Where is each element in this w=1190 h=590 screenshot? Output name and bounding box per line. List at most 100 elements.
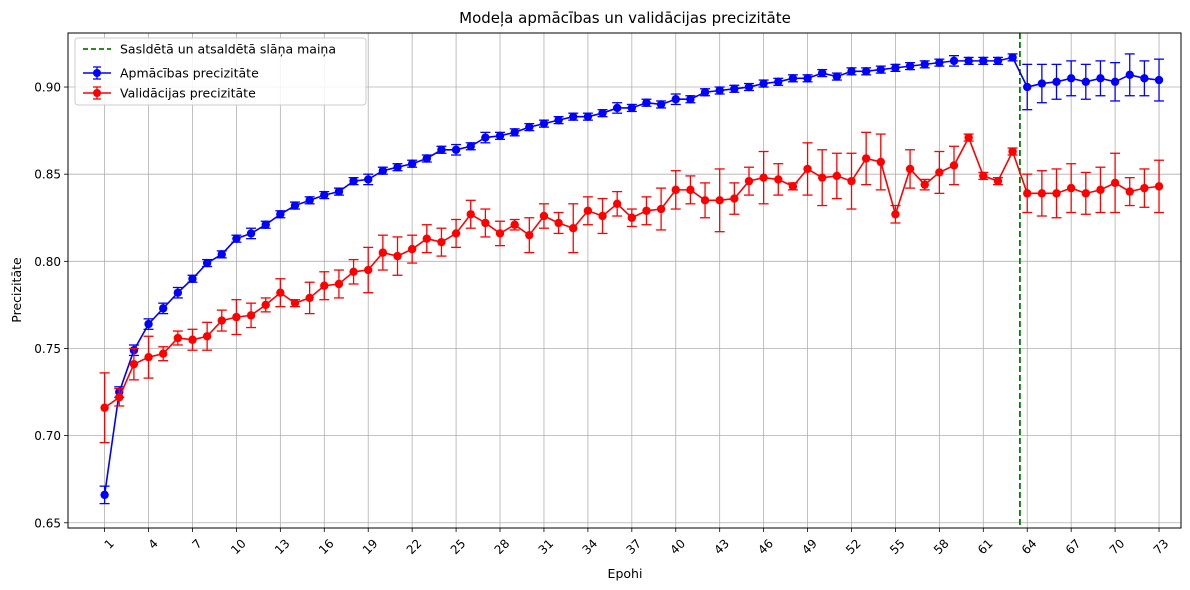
x-tick-label: 49 — [799, 536, 820, 557]
x-tick-label: 7 — [190, 536, 205, 551]
data-point — [1125, 187, 1134, 196]
data-point — [744, 176, 754, 186]
x-tick-label: 37 — [623, 536, 644, 557]
data-point — [920, 180, 929, 189]
y-tick-label: 0.70 — [34, 429, 61, 443]
data-point — [158, 349, 168, 358]
x-tick-label: 25 — [448, 536, 469, 557]
x-tick-label: 67 — [1063, 536, 1084, 557]
data-point — [202, 332, 212, 341]
data-point — [525, 230, 534, 240]
data-point — [202, 258, 212, 268]
data-point — [290, 201, 300, 210]
data-point — [276, 288, 285, 297]
data-point — [451, 145, 461, 154]
data-point — [686, 185, 695, 195]
data-point — [847, 67, 856, 76]
data-point — [1008, 53, 1017, 62]
data-point — [1140, 183, 1149, 193]
data-point — [1110, 178, 1120, 188]
data-point — [583, 112, 593, 121]
data-point — [1052, 189, 1061, 198]
data-point — [554, 218, 563, 228]
data-point — [173, 288, 183, 297]
data-point — [481, 133, 490, 142]
data-point — [700, 88, 710, 97]
data-point — [730, 84, 739, 93]
data-point — [964, 133, 973, 142]
data-point — [700, 196, 710, 205]
data-point — [1008, 147, 1017, 156]
data-point — [364, 175, 373, 184]
data-point — [539, 211, 549, 221]
x-tick-label: 70 — [1107, 536, 1128, 557]
data-point — [861, 67, 871, 76]
data-point — [422, 234, 431, 243]
data-point — [510, 220, 519, 229]
data-point — [598, 108, 607, 118]
data-point — [158, 304, 168, 313]
chart-title: Modeļa apmācības un validācijas precizit… — [459, 9, 791, 27]
x-tick-label: 1 — [102, 536, 117, 551]
data-point — [905, 164, 915, 174]
x-tick-label: 46 — [755, 536, 776, 557]
data-point — [1140, 74, 1149, 83]
data-point — [759, 173, 768, 182]
data-point — [334, 187, 344, 196]
x-tick-label: 31 — [536, 536, 557, 557]
data-point — [876, 157, 885, 167]
data-point — [246, 311, 256, 320]
data-point — [510, 128, 519, 137]
x-tick-label: 40 — [667, 536, 688, 557]
data-point — [656, 100, 666, 109]
data-point — [1096, 185, 1105, 195]
x-tick-label: 34 — [580, 536, 601, 557]
data-point — [979, 171, 988, 181]
x-tick-label: 10 — [228, 536, 249, 557]
data-point — [1066, 183, 1076, 193]
data-point — [949, 161, 959, 170]
data-point — [364, 265, 373, 275]
data-point — [759, 79, 768, 88]
data-point — [495, 131, 505, 141]
data-point — [569, 224, 578, 233]
data-point — [861, 154, 871, 163]
data-point — [686, 95, 695, 104]
legend-item-vline: Sasldētā un atsaldētā slāņa maiņa — [83, 42, 336, 57]
y-tick-label: 0.90 — [34, 81, 61, 95]
data-point — [774, 77, 783, 87]
data-point — [1110, 77, 1120, 87]
legend: Sasldētā un atsaldētā slāņa maiņa Apmācīb… — [74, 37, 367, 106]
data-point — [656, 204, 666, 214]
data-point — [407, 159, 417, 168]
plot-frame — [67, 32, 1182, 529]
data-point — [905, 61, 915, 71]
data-point — [378, 248, 388, 257]
data-point — [481, 218, 490, 228]
data-point — [276, 210, 285, 219]
data-point — [612, 199, 622, 209]
data-point — [671, 185, 680, 195]
x-tick-label: 73 — [1151, 536, 1172, 557]
y-tick-label: 0.65 — [34, 516, 61, 530]
data-point — [993, 56, 1003, 66]
data-point — [422, 154, 431, 163]
data-point — [539, 119, 549, 128]
data-point — [349, 267, 358, 276]
data-point — [1066, 74, 1076, 83]
data-point — [305, 196, 314, 205]
data-point — [612, 103, 622, 113]
legend-point-marker — [93, 69, 101, 77]
data-point — [1037, 189, 1047, 198]
y-axis-label: Precizitāte — [9, 257, 24, 323]
data-point — [847, 176, 856, 186]
data-point — [129, 359, 139, 369]
x-axis-label: Epohi — [608, 566, 643, 581]
data-point — [525, 122, 534, 132]
legend-item-validation: Validācijas precizitāte — [83, 86, 256, 101]
data-point — [832, 72, 842, 81]
data-point — [715, 196, 724, 205]
data-point — [554, 115, 563, 125]
y-axis-ticks: 0.65 0.70 0.75 0.80 0.85 0.90 — [34, 81, 68, 530]
